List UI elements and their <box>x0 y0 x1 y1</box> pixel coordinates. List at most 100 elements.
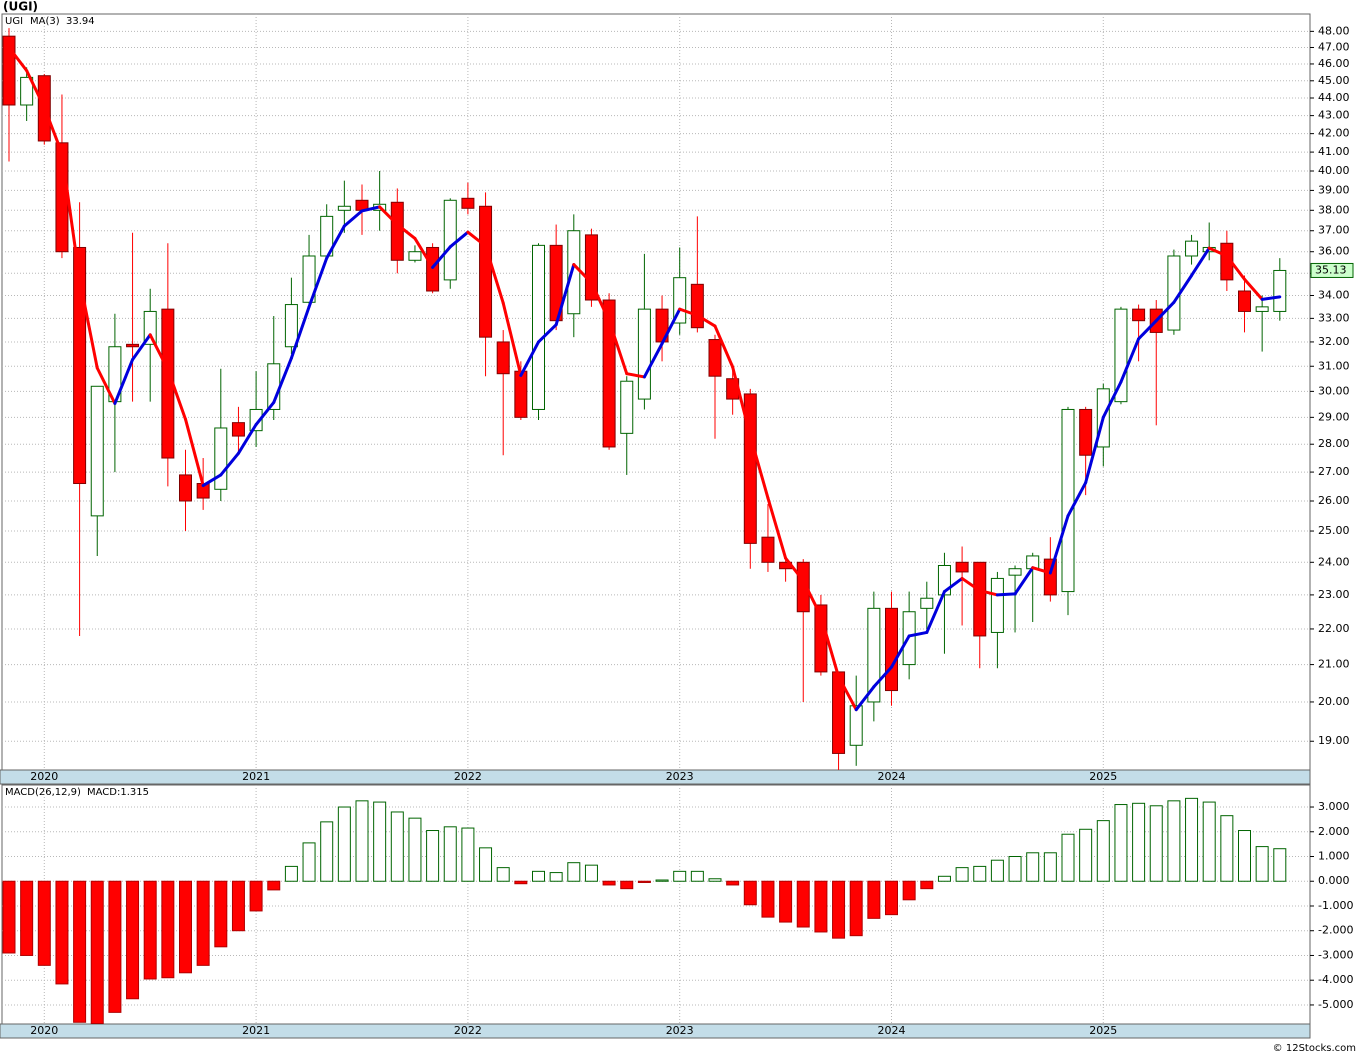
macd-bar <box>955 867 969 882</box>
ma-line-segment <box>1066 481 1088 518</box>
candle-body <box>390 201 404 261</box>
candle-body <box>1273 269 1287 312</box>
macd-bar <box>1132 802 1146 882</box>
ma-line-segment <box>378 205 399 227</box>
ma-line-segment <box>7 45 29 73</box>
macd-bar <box>1255 846 1269 882</box>
candle-body <box>461 197 475 209</box>
macd-bar <box>37 880 51 966</box>
candle-body <box>231 422 245 437</box>
ma-line-segment <box>1207 246 1229 258</box>
ma-line-segment <box>1119 337 1141 384</box>
candle-body <box>1043 558 1057 596</box>
candle-body <box>90 385 104 517</box>
x-tick-label: 2022 <box>454 770 482 783</box>
y-tick-label: -4.000 <box>1318 973 1353 986</box>
ma-line-segment <box>784 556 805 583</box>
candle-body <box>620 380 634 434</box>
macd-bar <box>637 880 651 883</box>
ma-line-segment <box>289 305 311 360</box>
ma-line-segment <box>960 576 982 593</box>
candle-body <box>602 299 616 448</box>
candle-body <box>955 561 969 573</box>
macd-bar <box>620 880 634 890</box>
macd-bar <box>1149 805 1163 882</box>
last-price-box <box>1310 262 1354 278</box>
macd-bar <box>373 801 387 882</box>
ma-line-segment <box>589 281 611 323</box>
candle-body <box>1167 255 1181 331</box>
candle-body <box>496 341 510 375</box>
ma-line-segment <box>431 245 452 269</box>
ma-line-segment <box>448 230 470 249</box>
y-tick-label: 41.00 <box>1318 145 1350 158</box>
macd-bar <box>496 867 510 882</box>
ma-line-segment <box>42 105 64 155</box>
candle-body <box>867 607 881 703</box>
y-tick-label: 25.00 <box>1318 524 1350 537</box>
candle-body <box>1238 290 1251 312</box>
y-tick-label: 33.00 <box>1318 311 1350 324</box>
y-tick-label: 3.000 <box>1318 800 1350 813</box>
y-tick-label: 37.00 <box>1318 224 1350 237</box>
macd-bar <box>602 880 616 886</box>
candle-body <box>443 199 457 281</box>
y-tick-label: -3.000 <box>1318 948 1353 961</box>
ma-line-segment <box>1137 319 1158 341</box>
candle-body <box>479 205 493 338</box>
macd-bar <box>532 870 545 882</box>
macd-bar <box>1008 856 1022 882</box>
ma-line-segment <box>1048 514 1070 575</box>
ma-line-segment <box>466 230 488 248</box>
x-tick-label: 2023 <box>666 770 694 783</box>
ma-line-segment <box>148 333 170 371</box>
candle-body <box>302 255 316 303</box>
ma-line-segment <box>801 579 823 618</box>
ma-line-segment <box>766 496 788 560</box>
footer: © 12Stocks.com <box>1273 1043 1356 1054</box>
ma-line-segment <box>25 69 46 109</box>
candle-body <box>1061 408 1075 593</box>
macd-bar <box>567 862 581 882</box>
candle-body <box>337 205 351 211</box>
candle-body <box>920 597 934 609</box>
macd-bar <box>20 880 34 956</box>
ma-line-segment <box>60 151 82 281</box>
candle-body <box>743 393 757 544</box>
ma-line-segment <box>307 256 329 309</box>
ma-line-segment <box>1101 380 1123 419</box>
candle-body <box>126 343 140 348</box>
y-tick-label: 42.00 <box>1318 127 1350 140</box>
candle-body <box>408 251 422 261</box>
y-tick-label: 48.00 <box>1318 24 1350 37</box>
macd-bar <box>973 865 987 882</box>
ma-line-segment <box>819 614 841 679</box>
macd-bar <box>1273 848 1287 882</box>
ma-line-segment <box>625 372 646 379</box>
ma-line-segment <box>713 324 735 369</box>
macd-bar <box>426 830 440 882</box>
candle-body <box>1079 408 1093 456</box>
chart-title: (UGI) <box>3 0 38 14</box>
x-tick-label: 2025 <box>1089 1024 1117 1037</box>
macd-bar <box>443 826 457 882</box>
macd-bar <box>1238 830 1251 882</box>
macd-bar <box>796 880 810 928</box>
ma-line-segment <box>660 307 682 346</box>
macd-bar <box>514 880 528 885</box>
candle-body <box>761 536 775 563</box>
ma-line-segment <box>360 205 382 213</box>
macd-bar <box>1079 828 1093 882</box>
ma-line-segment <box>1172 273 1194 304</box>
x-tick-label: 2024 <box>878 770 906 783</box>
macd-bar <box>1114 804 1128 882</box>
macd-bar <box>1096 820 1110 882</box>
y-tick-label: 30.00 <box>1318 384 1350 397</box>
y-tick-label: 45.00 <box>1318 74 1350 87</box>
macd-bar <box>690 870 704 882</box>
ma-line-segment <box>95 366 117 405</box>
candle-body <box>973 561 987 637</box>
ma-line-segment <box>78 277 99 370</box>
